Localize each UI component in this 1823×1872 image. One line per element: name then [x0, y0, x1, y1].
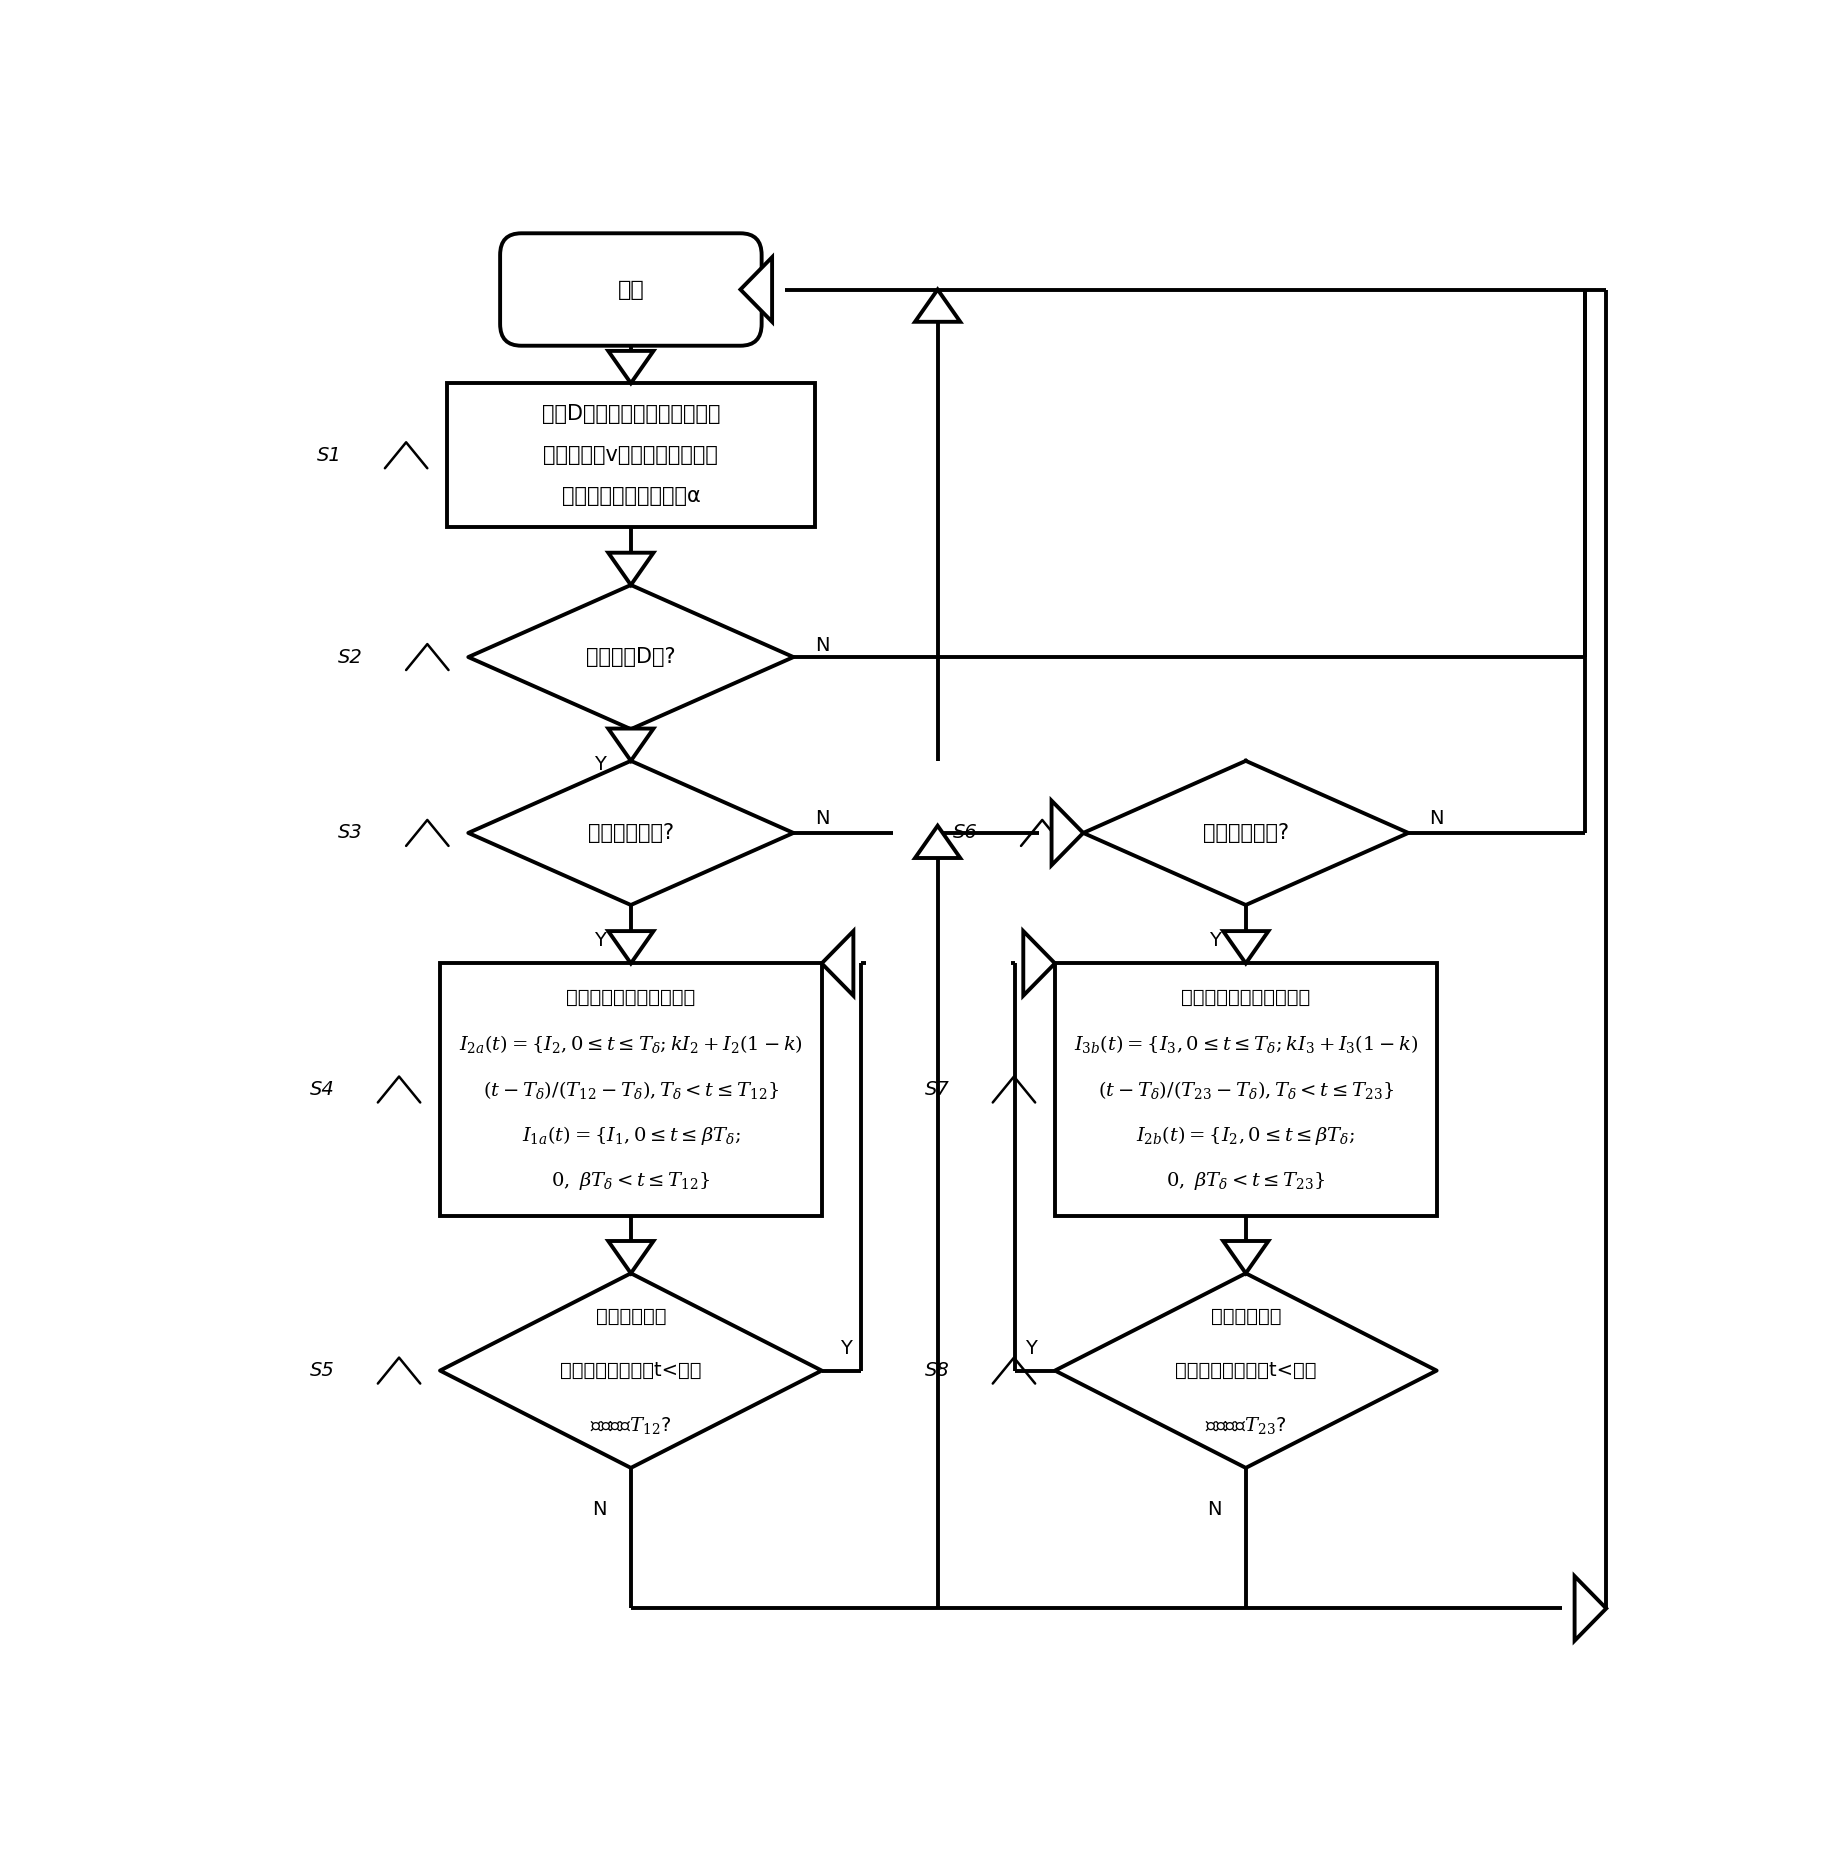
Polygon shape — [915, 290, 959, 322]
Text: 二挡升至三挡?: 二挡升至三挡? — [1201, 824, 1289, 842]
Text: $I_{2a}(t)=\{I_2, 0\leq t\leq T_\delta; kI_2+I_2(1-k)$: $I_{2a}(t)=\{I_2, 0\leq t\leq T_\delta; … — [459, 1033, 802, 1054]
Text: 检测D挡开关信号、车速传感器: 检测D挡开关信号、车速传感器 — [541, 404, 720, 425]
Polygon shape — [439, 1273, 822, 1468]
Text: 一挡升至二挡: 一挡升至二挡 — [596, 1307, 665, 1325]
Text: $I_{3b}(t)=\{I_3, 0\leq t\leq T_\delta; kI_3+I_3(1-k)$: $I_{3b}(t)=\{I_3, 0\leq t\leq T_\delta; … — [1074, 1033, 1416, 1054]
Polygon shape — [607, 350, 653, 384]
Text: Y: Y — [594, 930, 605, 949]
Text: S2: S2 — [337, 648, 363, 666]
Polygon shape — [1054, 1273, 1437, 1468]
FancyBboxPatch shape — [500, 234, 762, 346]
Text: N: N — [1429, 809, 1444, 827]
Text: N: N — [815, 636, 829, 655]
Text: $0,\ \beta T_\delta<t\leq T_{12}\}$: $0,\ \beta T_\delta<t\leq T_{12}\}$ — [551, 1170, 711, 1192]
Text: S3: S3 — [337, 824, 363, 842]
Polygon shape — [822, 930, 853, 996]
Polygon shape — [1052, 801, 1083, 865]
Text: S4: S4 — [310, 1080, 335, 1099]
Text: S6: S6 — [953, 824, 977, 842]
Polygon shape — [607, 930, 653, 964]
Text: 二挡升至三挡过程控制：: 二挡升至三挡过程控制： — [1181, 988, 1309, 1007]
Text: 一挡升至二挡?: 一挡升至二挡? — [587, 824, 673, 842]
Text: $0,\ \beta T_\delta<t\leq T_{23}\}$: $0,\ \beta T_\delta<t\leq T_{23}\}$ — [1165, 1170, 1325, 1192]
Text: $I_{1a}(t)=\{I_1, 0\leq t\leq \beta T_\delta;$: $I_{1a}(t)=\{I_1, 0\leq t\leq \beta T_\d… — [521, 1123, 740, 1148]
Polygon shape — [915, 826, 959, 857]
Text: $(t-T_\delta)/(T_{12}-T_\delta), T_\delta<t\leq T_{12}\}$: $(t-T_\delta)/(T_{12}-T_\delta), T_\delt… — [483, 1078, 778, 1101]
Text: Y: Y — [594, 754, 605, 775]
Polygon shape — [740, 256, 771, 322]
Text: 控制过程持续时间t<固定: 控制过程持续时间t<固定 — [1174, 1361, 1316, 1380]
Text: 控制周期$T_{12}$?: 控制周期$T_{12}$? — [591, 1415, 671, 1436]
Text: 开始: 开始 — [618, 279, 644, 300]
Polygon shape — [1223, 1241, 1267, 1273]
Polygon shape — [469, 760, 793, 904]
Text: 控制周期$T_{23}$?: 控制周期$T_{23}$? — [1205, 1415, 1285, 1436]
Bar — [1054, 964, 1437, 1215]
Polygon shape — [469, 584, 793, 730]
Text: $I_{2b}(t)=\{I_2, 0\leq t\leq \beta T_\delta;$: $I_{2b}(t)=\{I_2, 0\leq t\leq \beta T_\d… — [1136, 1123, 1354, 1148]
Text: S7: S7 — [924, 1080, 950, 1099]
Text: S8: S8 — [924, 1361, 950, 1380]
Text: $(t-T_\delta)/(T_{23}-T_\delta), T_\delta<t\leq T_{23}\}$: $(t-T_\delta)/(T_{23}-T_\delta), T_\delt… — [1097, 1078, 1393, 1101]
Text: 控制过程持续时间t<固定: 控制过程持续时间t<固定 — [560, 1361, 702, 1380]
Text: S5: S5 — [310, 1361, 335, 1380]
Text: N: N — [1207, 1499, 1221, 1518]
Text: N: N — [592, 1499, 607, 1518]
Polygon shape — [1573, 1576, 1606, 1640]
Text: 的车速信号v和电动机加速踏板: 的车速信号v和电动机加速踏板 — [543, 446, 718, 466]
Text: Y: Y — [1025, 1340, 1035, 1359]
Text: 一挡升至二挡过程控制：: 一挡升至二挡过程控制： — [565, 988, 695, 1007]
Polygon shape — [607, 552, 653, 584]
Text: 是否挂入D挡?: 是否挂入D挡? — [585, 648, 675, 666]
Text: Y: Y — [1209, 930, 1220, 949]
Polygon shape — [1083, 760, 1407, 904]
Polygon shape — [607, 1241, 653, 1273]
Text: S1: S1 — [317, 446, 341, 464]
Polygon shape — [607, 728, 653, 760]
Bar — [447, 384, 815, 528]
Polygon shape — [1223, 930, 1267, 964]
Text: 位置传感器的开度信号α: 位置传感器的开度信号α — [561, 487, 700, 507]
Text: 二挡升至三挡: 二挡升至三挡 — [1210, 1307, 1280, 1325]
Text: N: N — [815, 809, 829, 827]
Text: Y: Y — [840, 1340, 851, 1359]
Bar — [439, 964, 822, 1215]
Polygon shape — [1023, 930, 1054, 996]
